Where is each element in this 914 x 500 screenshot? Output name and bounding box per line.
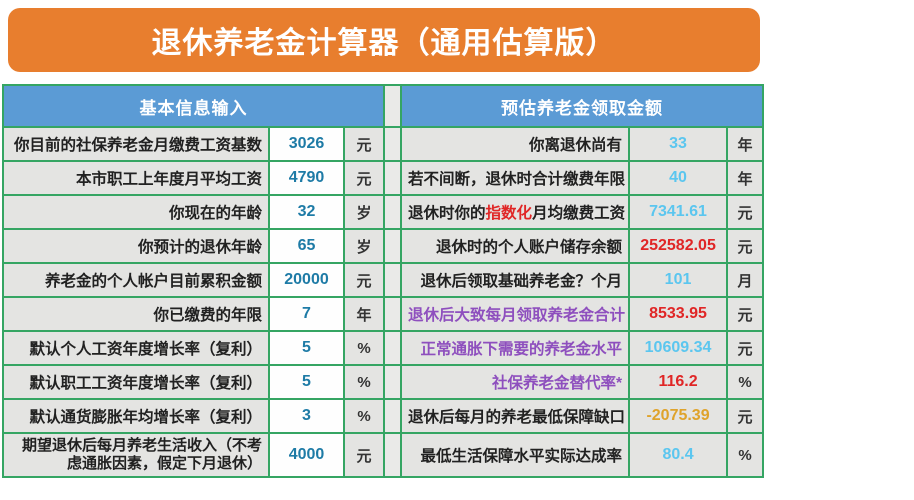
output-unit: % <box>726 432 765 478</box>
output-value-monthly-pension-total: 8533.95 <box>628 296 729 332</box>
input-value-wage-base[interactable]: 3026 <box>268 126 345 162</box>
input-label-inflation-rate: 默认通货膨胀年均增长率（复利） <box>2 398 270 434</box>
output-label-indexed-wage: 退休时你的指数化月均缴费工资 <box>400 194 631 230</box>
input-value-personal-wage-growth[interactable]: 5 <box>268 330 345 366</box>
table-row: 默认个人工资年度增长率（复利） 5 % 正常通胀下需要的养老金水平 10609.… <box>2 330 765 366</box>
input-unit: % <box>342 364 386 400</box>
right-table-header: 预估养老金领取金额 <box>400 84 765 128</box>
output-label-years-to-retire: 你离退休尚有 <box>400 126 631 162</box>
spacer-cell <box>383 296 403 332</box>
spacer-cell <box>383 126 403 162</box>
table-row: 你预计的退休年龄 65 岁 退休时的个人账户储存余额 252582.05 元 <box>2 228 765 264</box>
table-row: 本市职工上年度月平均工资 4790 元 若不间断，退休时合计缴费年限 40 年 <box>2 160 765 196</box>
input-label-city-avg-wage: 本市职工上年度月平均工资 <box>2 160 270 196</box>
output-label-suffix: 月均缴费工资 <box>532 205 626 222</box>
table-row: 期望退休后每月养老生活收入（不考虑通胀因素，假定下月退休） 4000 元 最低生… <box>2 432 765 478</box>
input-value-city-avg-wage[interactable]: 4790 <box>268 160 345 196</box>
input-label-current-age: 你现在的年龄 <box>2 194 270 230</box>
output-unit: 年 <box>726 160 765 196</box>
table-row: 默认通货膨胀年均增长率（复利） 3 % 退休后每月的养老最低保障缺口 -2075… <box>2 398 765 434</box>
output-value-inflation-adjusted-need: 10609.34 <box>628 330 729 366</box>
input-value-retire-age[interactable]: 65 <box>268 228 345 264</box>
output-label-monthly-pension-total: 退休后大致每月领取养老金合计 <box>400 296 631 332</box>
output-value-replacement-rate: 116.2 <box>628 364 729 400</box>
input-value-expected-income[interactable]: 4000 <box>268 432 345 478</box>
input-value-inflation-rate[interactable]: 3 <box>268 398 345 434</box>
input-unit: 元 <box>342 432 386 478</box>
output-label-guarantee-gap: 退休后每月的养老最低保障缺口 <box>400 398 631 434</box>
input-value-account-accumulated[interactable]: 20000 <box>268 262 345 298</box>
output-unit: % <box>726 364 765 400</box>
input-unit: 岁 <box>342 194 386 230</box>
spacer-cell <box>383 228 403 264</box>
output-value-guarantee-gap: -2075.39 <box>628 398 729 434</box>
output-unit: 元 <box>726 296 765 332</box>
output-label-highlight: 指数化 <box>485 205 533 222</box>
app-title: 退休养老金计算器（通用估算版） <box>151 27 617 60</box>
table-row: 你目前的社保养老金月缴费工资基数 3026 元 你离退休尚有 33 年 <box>2 126 765 162</box>
table-row: 你已缴费的年限 7 年 退休后大致每月领取养老金合计 8533.95 元 <box>2 296 765 332</box>
spacer-cell <box>383 262 403 298</box>
input-value-current-age[interactable]: 32 <box>268 194 345 230</box>
left-table-header: 基本信息输入 <box>1 84 386 128</box>
output-label-replacement-rate: 社保养老金替代率* <box>400 364 631 400</box>
output-label-achievement-rate: 最低生活保障水平实际达成率 <box>400 432 631 478</box>
output-value-years-to-retire: 33 <box>628 126 729 162</box>
input-label-wage-base: 你目前的社保养老金月缴费工资基数 <box>2 126 270 162</box>
output-value-account-balance: 252582.05 <box>628 228 729 264</box>
input-unit: 元 <box>342 262 386 298</box>
input-label-worker-wage-growth: 默认职工工资年度增长率（复利） <box>2 364 270 400</box>
table-row: 默认职工工资年度增长率（复利） 5 % 社保养老金替代率* 116.2 % <box>2 364 765 400</box>
app-title-bar: 退休养老金计算器（通用估算版） <box>8 8 760 72</box>
input-label-expected-income: 期望退休后每月养老生活收入（不考虑通胀因素，假定下月退休） <box>2 432 270 478</box>
output-unit: 元 <box>726 398 765 434</box>
spacer-cell <box>383 432 403 478</box>
output-unit: 元 <box>726 228 765 264</box>
spacer-cell <box>383 160 403 196</box>
spacer-cell <box>383 194 403 230</box>
spacer-header-cell <box>383 84 403 128</box>
output-value-indexed-wage: 7341.61 <box>628 194 729 230</box>
input-label-personal-wage-growth: 默认个人工资年度增长率（复利） <box>2 330 270 366</box>
output-label-prefix: 退休时你的 <box>408 205 486 222</box>
output-value-basic-pension-months: 101 <box>628 262 729 298</box>
calculator-grid: 基本信息输入 预估养老金领取金额 你目前的社保养老金月缴费工资基数 3026 元… <box>1 84 765 478</box>
input-label-account-accumulated: 养老金的个人帐户目前累积金额 <box>2 262 270 298</box>
output-label-inflation-adjusted-need: 正常通胀下需要的养老金水平 <box>400 330 631 366</box>
spacer-cell <box>383 364 403 400</box>
spacer-cell <box>383 398 403 434</box>
input-label-paid-years: 你已缴费的年限 <box>2 296 270 332</box>
output-unit: 年 <box>726 126 765 162</box>
table-row: 你现在的年龄 32 岁 退休时你的指数化月均缴费工资 7341.61 元 <box>2 194 765 230</box>
input-unit: 元 <box>342 126 386 162</box>
spacer-cell <box>383 330 403 366</box>
output-unit: 元 <box>726 330 765 366</box>
input-unit: 年 <box>342 296 386 332</box>
input-unit: 岁 <box>342 228 386 264</box>
output-label-total-contrib-years: 若不间断，退休时合计缴费年限 <box>400 160 631 196</box>
output-unit: 月 <box>726 262 765 298</box>
output-label-basic-pension-months: 退休后领取基础养老金？个月 <box>400 262 631 298</box>
table-header-row: 基本信息输入 预估养老金领取金额 <box>1 84 765 128</box>
output-label-account-balance: 退休时的个人账户储存余额 <box>400 228 631 264</box>
input-unit: 元 <box>342 160 386 196</box>
output-unit: 元 <box>726 194 765 230</box>
input-unit: % <box>342 398 386 434</box>
input-label-retire-age: 你预计的退休年龄 <box>2 228 270 264</box>
input-value-worker-wage-growth[interactable]: 5 <box>268 364 345 400</box>
output-value-achievement-rate: 80.4 <box>628 432 729 478</box>
output-value-total-contrib-years: 40 <box>628 160 729 196</box>
input-value-paid-years[interactable]: 7 <box>268 296 345 332</box>
table-row: 养老金的个人帐户目前累积金额 20000 元 退休后领取基础养老金？个月 101… <box>2 262 765 298</box>
input-unit: % <box>342 330 386 366</box>
